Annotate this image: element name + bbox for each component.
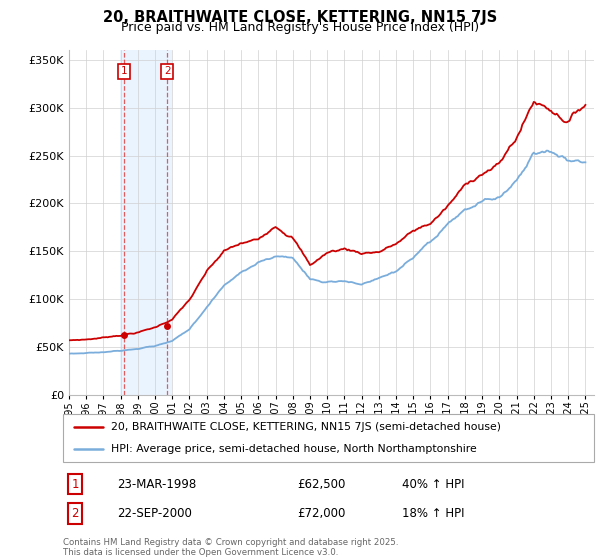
Text: 22-SEP-2000: 22-SEP-2000	[117, 507, 192, 520]
Text: 23-MAR-1998: 23-MAR-1998	[117, 478, 196, 491]
Text: 40% ↑ HPI: 40% ↑ HPI	[402, 478, 464, 491]
Text: 2: 2	[71, 507, 79, 520]
Text: HPI: Average price, semi-detached house, North Northamptonshire: HPI: Average price, semi-detached house,…	[111, 444, 476, 454]
FancyBboxPatch shape	[63, 414, 594, 462]
Text: 1: 1	[121, 67, 128, 77]
Text: 20, BRAITHWAITE CLOSE, KETTERING, NN15 7JS: 20, BRAITHWAITE CLOSE, KETTERING, NN15 7…	[103, 10, 497, 25]
Text: Price paid vs. HM Land Registry's House Price Index (HPI): Price paid vs. HM Land Registry's House …	[121, 21, 479, 34]
Text: Contains HM Land Registry data © Crown copyright and database right 2025.
This d: Contains HM Land Registry data © Crown c…	[63, 538, 398, 557]
Text: 2: 2	[164, 67, 170, 77]
Text: 1: 1	[71, 478, 79, 491]
Text: 18% ↑ HPI: 18% ↑ HPI	[402, 507, 464, 520]
Text: £72,000: £72,000	[297, 507, 346, 520]
Text: 20, BRAITHWAITE CLOSE, KETTERING, NN15 7JS (semi-detached house): 20, BRAITHWAITE CLOSE, KETTERING, NN15 7…	[111, 422, 501, 432]
Bar	[120, 50, 172, 395]
Text: £62,500: £62,500	[297, 478, 346, 491]
